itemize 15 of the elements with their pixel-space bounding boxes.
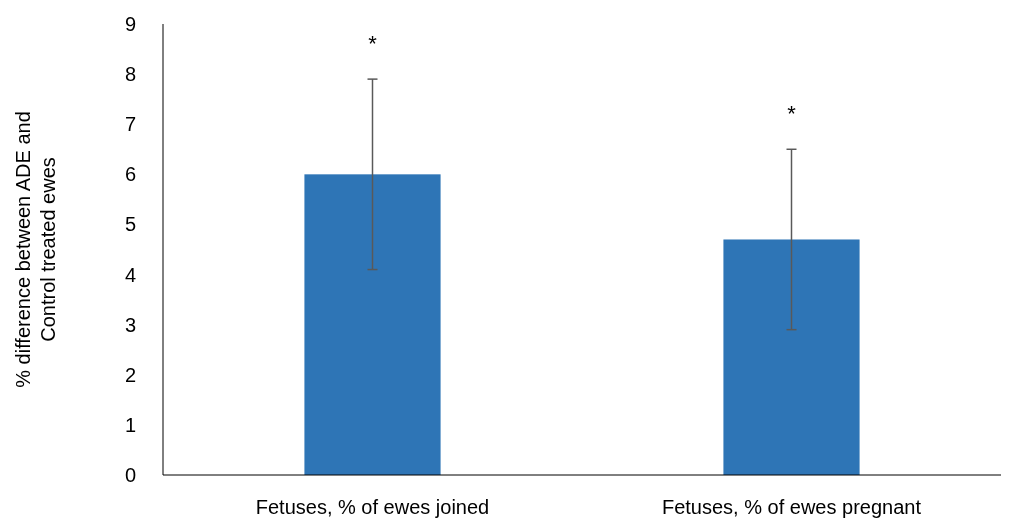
y-tick-label: 0 bbox=[124, 464, 136, 486]
annotation: * bbox=[368, 31, 378, 57]
annotation: * bbox=[787, 101, 797, 127]
y-tick-label: 2 bbox=[124, 363, 136, 386]
y-tick-label: 3 bbox=[124, 313, 136, 336]
y-tick-label: 6 bbox=[124, 163, 136, 186]
y-tick-label: 7 bbox=[124, 113, 136, 136]
x-tick-label: Fetuses, % of ewes pregnant bbox=[661, 496, 922, 518]
y-tick-label: 9 bbox=[124, 13, 136, 35]
y-tick-label: 4 bbox=[124, 263, 136, 286]
y-tick-label: 5 bbox=[124, 213, 136, 236]
y-tick-label: 1 bbox=[124, 413, 136, 436]
y-tick-label: 8 bbox=[124, 63, 136, 86]
x-tick-label: Fetuses, % of ewes joined bbox=[255, 496, 490, 518]
y-axis-title: % difference between ADE and Control treated ewes bbox=[12, 111, 59, 388]
